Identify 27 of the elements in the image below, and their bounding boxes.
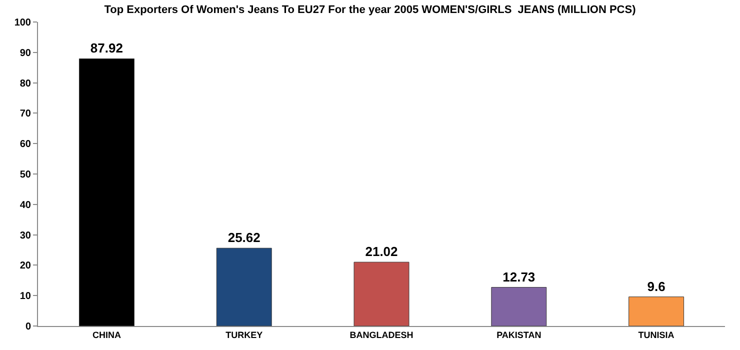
bar (491, 287, 547, 326)
x-tick-label: TURKEY (226, 330, 263, 340)
x-tick-label: CHINA (92, 330, 122, 340)
x-tick-label: PAKISTAN (496, 330, 542, 340)
data-label: 21.02 (365, 244, 398, 260)
bar (354, 262, 410, 326)
bar (628, 296, 684, 326)
y-tick-label: 80 (20, 78, 32, 90)
data-label: 9.6 (647, 278, 666, 294)
y-tick-label: 90 (20, 48, 32, 59)
y-tick-label: 50 (20, 170, 32, 180)
y-tick-label: 10 (20, 291, 32, 302)
chart-title: Top Exporters Of Women's Jeans To EU27 For the year 2005 WOMEN'S/GIRLS JEANS (MILLION PCS) (104, 4, 636, 16)
y-tick-label: 60 (20, 139, 32, 150)
bar (78, 58, 134, 326)
y-tick-label: 40 (20, 200, 32, 211)
data-label: 87.92 (90, 40, 123, 56)
y-tick-label: 30 (20, 230, 32, 242)
data-label: 25.62 (228, 230, 260, 246)
y-tick-label: 70 (20, 108, 32, 120)
x-tick-label: BANGLADESH (350, 330, 414, 340)
y-tick-label: 0 (25, 322, 32, 332)
y-tick-label: 20 (20, 260, 32, 272)
data-label: 12.73 (502, 269, 536, 284)
x-tick-label: TUNISIA (638, 330, 675, 340)
bar (216, 248, 272, 326)
y-tick-label: 100 (14, 18, 32, 28)
